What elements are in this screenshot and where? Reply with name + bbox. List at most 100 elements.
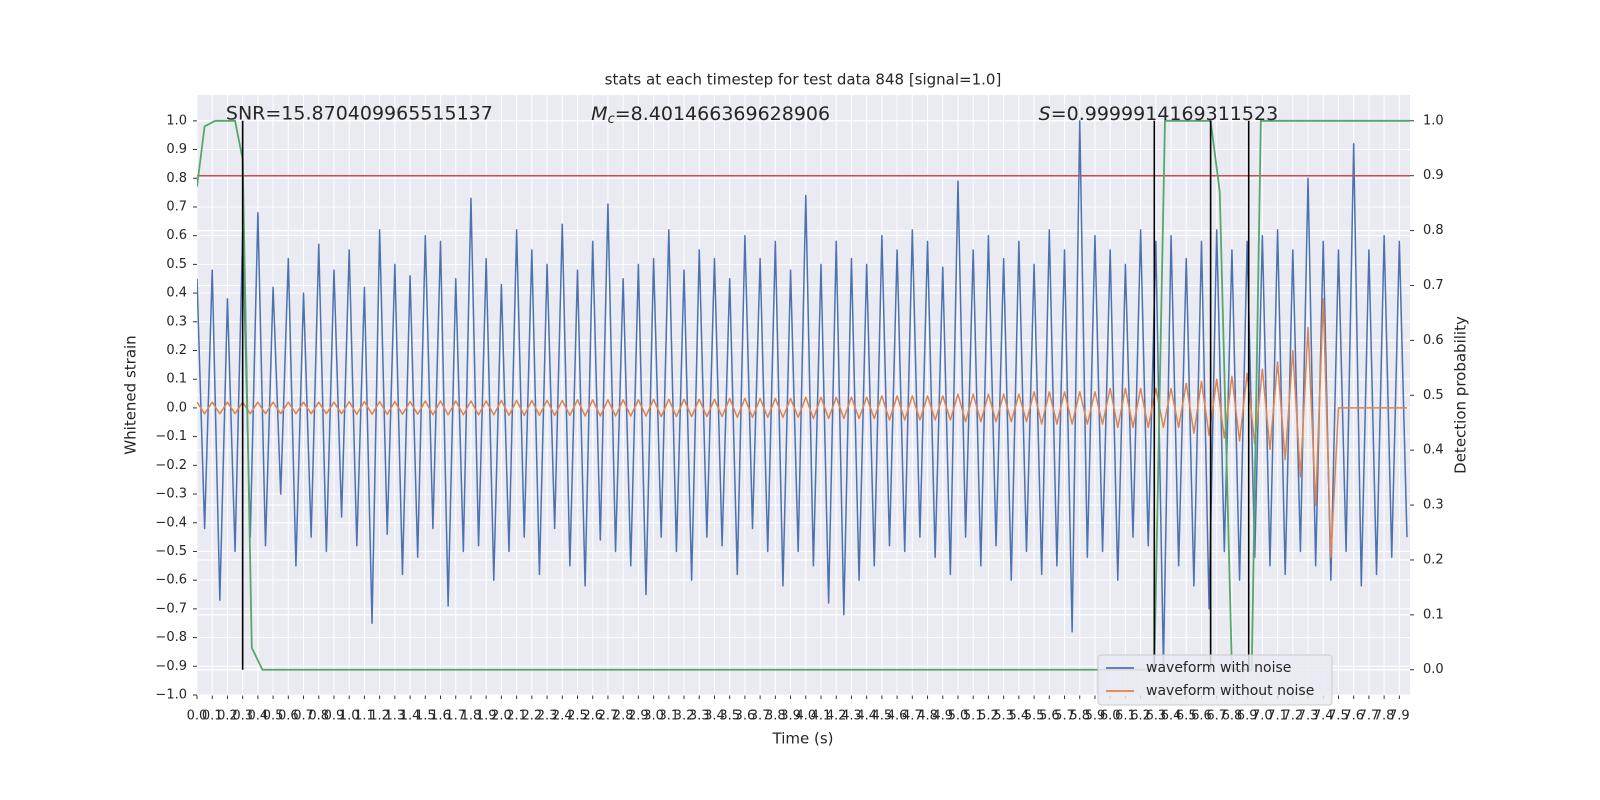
y-tick-label: −0.2 (155, 458, 187, 473)
y-tick-label: 0.1 (166, 372, 187, 387)
x-tick-label: 3.6 (735, 709, 756, 724)
x-tick-label: 3.0 (643, 709, 664, 724)
y-tick-label: 0.0 (166, 400, 187, 415)
y2-tick-label: 0.0 (1423, 662, 1444, 677)
x-tick-label: 7.0 (1252, 709, 1273, 724)
y-tick-label: 0.7 (166, 199, 187, 214)
s-annotation: S=0.9999914169311523 (1039, 103, 1279, 125)
x-tick-label: 5.1 (963, 709, 984, 724)
x-tick-label: 0.9 (324, 709, 345, 724)
legend-box (1097, 654, 1333, 706)
y-tick-label: −0.7 (155, 601, 187, 616)
x-tick-label: 0.3 (232, 709, 253, 724)
y-tick-label: −0.6 (155, 573, 187, 588)
y-axis-label: Whitened strain (122, 335, 140, 454)
x-tick-label: 6.0 (1100, 709, 1121, 724)
y-tick-label: −0.4 (155, 515, 187, 530)
legend: waveform with noise waveform without nois… (1097, 654, 1333, 706)
x-tick-label: 4.6 (887, 709, 908, 724)
x-tick-label: 5.8 (1069, 709, 1090, 724)
x-tick-label: 6.5 (1176, 709, 1197, 724)
mc-subscript: c (608, 112, 615, 127)
x-tick-label: 1.2 (369, 709, 390, 724)
x-tick-label: 5.5 (1024, 709, 1045, 724)
x-tick-label: 1.9 (476, 709, 497, 724)
s-symbol: S (1039, 103, 1051, 125)
y2-tick-label: 0.1 (1423, 607, 1444, 622)
x-tick-label: 6.9 (1237, 709, 1258, 724)
x-tick-label: 7.1 (1267, 709, 1288, 724)
x-tick-label: 3.8 (765, 709, 786, 724)
y-tick-label: −0.9 (155, 659, 187, 674)
x-tick-label: 5.3 (993, 709, 1014, 724)
y2-tick-label: 0.8 (1423, 223, 1444, 238)
x-tick-label: 6.1 (1115, 709, 1136, 724)
y2-tick-label: 0.5 (1423, 388, 1444, 403)
y-tick-label: −0.1 (155, 429, 187, 444)
x-axis-label: Time (s) (772, 730, 834, 748)
x-tick-label: 5.2 (978, 709, 999, 724)
x-tick-label: 0.8 (308, 709, 329, 724)
x-tick-label: 5.4 (1009, 709, 1030, 724)
mc-value: =8.401466369628906 (615, 103, 830, 125)
x-tick-label: 3.9 (780, 709, 801, 724)
mc-annotation: Mc=8.401466369628906 (591, 103, 830, 127)
x-tick-label: 0.1 (202, 709, 223, 724)
x-tick-label: 0.6 (278, 709, 299, 724)
x-tick-label: 6.7 (1206, 709, 1227, 724)
x-tick-label: 4.9 (932, 709, 953, 724)
x-tick-label: 2.0 (491, 709, 512, 724)
x-tick-label: 7.6 (1343, 709, 1364, 724)
series-line (197, 298, 1407, 558)
x-tick-label: 4.4 (856, 709, 877, 724)
x-tick-label: 6.6 (1191, 709, 1212, 724)
x-tick-label: 1.8 (461, 709, 482, 724)
y-tick-label: 0.6 (166, 228, 187, 243)
x-tick-label: 0.2 (217, 709, 238, 724)
x-tick-label: 2.8 (613, 709, 634, 724)
y-tick-label: −1.0 (155, 688, 187, 703)
x-tick-label: 4.5 (872, 709, 893, 724)
y-tick-label: −0.5 (155, 544, 187, 559)
legend-label: waveform without noise (1146, 683, 1314, 699)
x-tick-label: 5.7 (1054, 709, 1075, 724)
x-tick-label: 3.4 (704, 709, 725, 724)
s-value: =0.9999914169311523 (1051, 103, 1278, 125)
x-tick-label: 7.3 (1298, 709, 1319, 724)
x-tick-label: 5.0 (948, 709, 969, 724)
x-tick-label: 0.0 (187, 709, 208, 724)
x-tick-label: 7.4 (1313, 709, 1334, 724)
x-tick-label: 4.2 (826, 709, 847, 724)
x-tick-label: 2.9 (628, 709, 649, 724)
y2-tick-label: 0.2 (1423, 552, 1444, 567)
y-tick-label: 0.8 (166, 171, 187, 186)
x-tick-label: 3.7 (750, 709, 771, 724)
y-tick-label: 1.0 (166, 113, 187, 128)
x-tick-label: 5.6 (1039, 709, 1060, 724)
x-tick-label: 4.8 (917, 709, 938, 724)
y2-tick-label: 0.6 (1423, 333, 1444, 348)
x-tick-label: 3.1 (658, 709, 679, 724)
x-tick-label: 0.5 (263, 709, 284, 724)
mc-symbol: M (591, 103, 607, 125)
x-tick-label: 1.5 (415, 709, 436, 724)
y-tick-label: 0.9 (166, 142, 187, 157)
x-tick-label: 6.3 (1145, 709, 1166, 724)
x-tick-label: 5.9 (1085, 709, 1106, 724)
x-tick-label: 6.4 (1161, 709, 1182, 724)
x-tick-label: 2.6 (582, 709, 603, 724)
x-tick-label: 4.7 (902, 709, 923, 724)
x-tick-label: 4.3 (841, 709, 862, 724)
x-tick-label: 1.1 (354, 709, 375, 724)
y2-tick-label: 0.7 (1423, 278, 1444, 293)
x-tick-label: 7.5 (1328, 709, 1349, 724)
y2-tick-label: 1.0 (1423, 113, 1444, 128)
y2-tick-label: 0.3 (1423, 498, 1444, 513)
y-tick-label: 0.4 (166, 286, 187, 301)
y-tick-label: 0.2 (166, 343, 187, 358)
x-tick-label: 6.8 (1222, 709, 1243, 724)
series-line (197, 120, 1408, 668)
x-tick-label: 7.2 (1282, 709, 1303, 724)
y2-tick-label: 0.9 (1423, 168, 1444, 183)
x-tick-label: 0.7 (293, 709, 314, 724)
